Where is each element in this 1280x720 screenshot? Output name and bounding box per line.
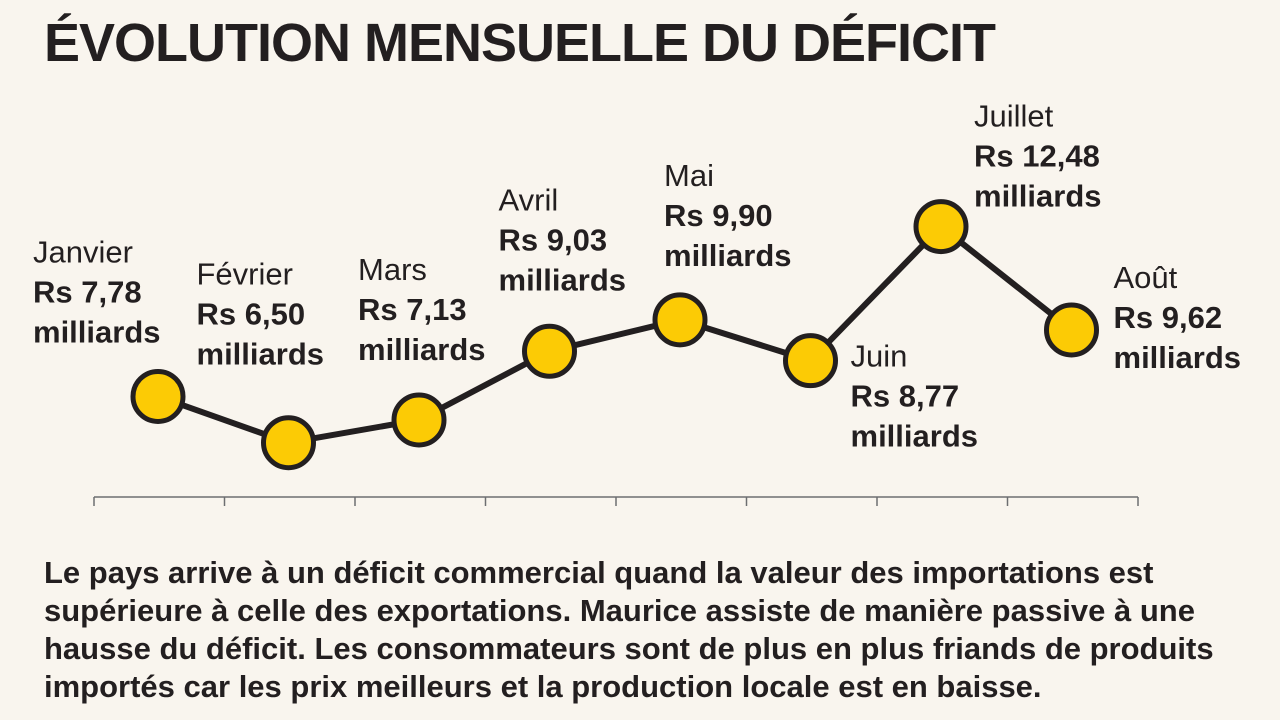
value-label: Rs 9,62 [1114, 300, 1223, 335]
unit-label: milliards [664, 238, 792, 273]
unit-label: milliards [974, 179, 1102, 214]
month-label: Avril [499, 182, 559, 217]
data-label-mai: Mai Rs 9,90 milliards [664, 158, 792, 273]
value-label: Rs 7,78 [33, 274, 142, 309]
month-label: Juin [851, 339, 908, 374]
x-axis [93, 496, 1139, 506]
data-label-avril: Avril Rs 9,03 milliards [499, 182, 627, 297]
data-label-juin: Juin Rs 8,77 milliards [851, 339, 979, 454]
month-label: Février [197, 257, 293, 292]
data-point-mai [652, 292, 708, 348]
value-label: Rs 8,77 [851, 379, 960, 414]
month-label: Mai [664, 158, 714, 193]
data-point-mars [391, 392, 447, 448]
month-label: Mars [358, 252, 427, 287]
data-labels: Janvier Rs 7,78 milliards Février Rs 6,50 mil… [33, 99, 1241, 454]
unit-label: milliards [1114, 340, 1242, 375]
data-point-février [261, 415, 316, 471]
data-label-août: Août Rs 9,62 milliards [1114, 260, 1242, 375]
data-point-juillet [913, 199, 969, 255]
data-label-janvier: Janvier Rs 7,78 milliards [33, 234, 161, 349]
unit-label: milliards [499, 262, 627, 297]
month-label: Juillet [974, 99, 1054, 134]
data-point-juin [783, 333, 838, 389]
month-label: Janvier [33, 234, 133, 269]
value-label: Rs 9,90 [664, 198, 773, 233]
chart-title: ÉVOLUTION MENSUELLE DU DÉFICIT [44, 13, 996, 73]
data-points [130, 199, 1099, 471]
data-point-août [1044, 302, 1099, 358]
data-label-mars: Mars Rs 7,13 milliards [358, 252, 486, 367]
value-label: Rs 7,13 [358, 292, 467, 327]
value-label: Rs 9,03 [499, 222, 608, 257]
unit-label: milliards [197, 337, 325, 372]
line-chart: Janvier Rs 7,78 milliards Février Rs 6,50 mil… [33, 99, 1241, 506]
value-label: Rs 6,50 [197, 297, 306, 332]
unit-label: milliards [33, 314, 161, 349]
data-label-juillet: Juillet Rs 12,48 milliards [974, 99, 1102, 214]
data-point-janvier [130, 368, 186, 424]
unit-label: milliards [851, 419, 979, 454]
caption-text: Le pays arrive à un déficit commercial q… [44, 555, 1214, 704]
data-label-février: Février Rs 6,50 milliards [197, 257, 325, 372]
data-point-avril [522, 323, 577, 379]
value-label: Rs 12,48 [974, 139, 1100, 174]
month-label: Août [1114, 260, 1178, 295]
unit-label: milliards [358, 332, 486, 367]
